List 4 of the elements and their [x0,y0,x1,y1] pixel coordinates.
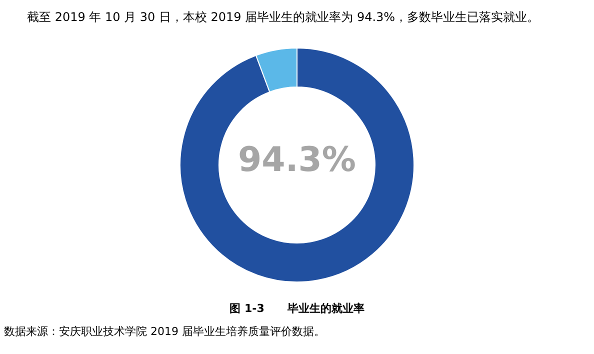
chart-title: 截至 2019 年 10 月 30 日，本校 2019 届毕业生的就业率为 94.3%，多数毕业生已落实就业。 [27,10,540,24]
caption: 图 1-3 毕业生的就业率 [230,302,364,315]
data-label: 94.3% [238,140,356,180]
source-note: 数据来源：安庆职业技术学院 2019 届毕业生培养质量评价数据。 [4,325,325,338]
